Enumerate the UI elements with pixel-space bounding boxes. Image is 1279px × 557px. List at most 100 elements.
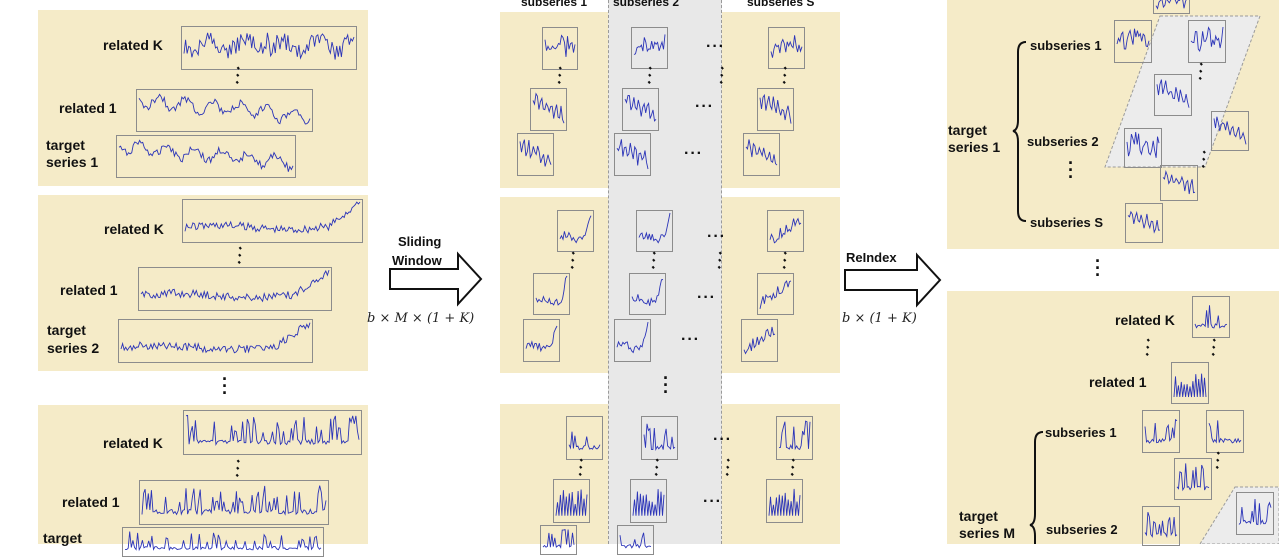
series-polyline: [138, 93, 311, 125]
series-polyline: [616, 139, 649, 170]
series-line: [1162, 169, 1196, 195]
series-line: [559, 215, 592, 244]
subseries-plot: [540, 525, 577, 555]
series-polyline: [1208, 420, 1242, 444]
series-line: [183, 32, 355, 60]
series-line: [619, 532, 652, 549]
subseries-plot: [517, 133, 554, 176]
subseries-plot: [523, 319, 560, 362]
series-polyline: [743, 326, 776, 355]
label-target: target: [43, 530, 82, 546]
label-subseries-2: subseries 2: [1027, 134, 1099, 149]
subseries-plot: [741, 319, 778, 362]
series-polyline: [632, 489, 665, 516]
series-line: [1144, 418, 1178, 444]
subseries-plot: [530, 88, 567, 131]
vertical-ellipsis: · · ·: [1068, 153, 1074, 187]
series-polyline: [1126, 132, 1160, 158]
label-subseries-2: subseries 2: [1046, 522, 1118, 537]
ellipsis: ···: [707, 228, 726, 245]
window-label: Window: [392, 253, 442, 268]
subseries-plot: [743, 133, 780, 176]
series-line: [759, 280, 792, 309]
subseries-plot: [1142, 410, 1180, 453]
series-polyline: [120, 322, 311, 354]
plot-target-series-m: [122, 527, 324, 557]
left-panel-series-m: [38, 405, 368, 544]
label-series-2: series 2: [47, 340, 100, 356]
series-line: [125, 531, 322, 552]
series-polyline: [525, 325, 558, 353]
series-line: [1127, 210, 1161, 234]
subseries-plot: [629, 273, 666, 315]
series-line: [768, 488, 801, 516]
sliding-window-arrow: [389, 251, 483, 307]
series-line: [1194, 305, 1228, 329]
series-line: [643, 423, 676, 452]
series-polyline: [624, 95, 657, 122]
series-polyline: [125, 531, 322, 552]
subseries-plot: [1124, 128, 1162, 168]
reindex-arrow: [844, 252, 942, 308]
subseries-plot: [766, 479, 803, 523]
subseries-2-band: [608, 0, 722, 544]
series-line: [118, 139, 294, 172]
subseries-plot: [617, 525, 654, 555]
series-polyline: [745, 139, 778, 166]
series-line: [519, 139, 552, 167]
series-polyline: [568, 431, 601, 451]
ellipsis: ···: [703, 493, 722, 510]
subseries-plot: [1236, 492, 1274, 535]
label-subseries-s: subseries S: [1030, 215, 1103, 230]
series-line: [185, 414, 360, 447]
series-line: [632, 489, 665, 516]
series-polyline: [770, 35, 803, 58]
series-polyline: [1162, 169, 1196, 195]
series-line: [568, 431, 601, 451]
brace-series-1: [1012, 41, 1027, 222]
subseries-plot: [614, 133, 651, 176]
series-line: [120, 322, 311, 354]
series-line: [1156, 79, 1190, 108]
series-line: [542, 529, 575, 549]
series-polyline: [631, 279, 664, 306]
series-polyline: [1194, 305, 1228, 329]
label-target: target: [46, 137, 85, 153]
subseries-plot: [776, 416, 813, 460]
series-polyline: [759, 280, 792, 309]
series-line: [770, 35, 803, 58]
subseries-plot: [1114, 20, 1152, 63]
series-line: [778, 420, 811, 451]
series-line: [140, 269, 330, 303]
right-panel-series-m: [947, 291, 1279, 544]
subseries-plot: [533, 273, 570, 315]
series-polyline: [1155, 0, 1187, 10]
series-polyline: [1176, 463, 1210, 492]
sliding-label: Sliding: [398, 234, 442, 249]
left-panel-series-1: [38, 10, 368, 186]
subseries-plot: [614, 319, 651, 362]
series-polyline: [1116, 28, 1150, 50]
series-line: [1176, 463, 1210, 492]
series-line: [138, 93, 311, 125]
subseries-plot: [757, 273, 794, 315]
label-target: target: [959, 508, 998, 524]
label-series-1: series 1: [948, 139, 1001, 155]
series-polyline: [1144, 511, 1178, 538]
ellipsis: ···: [697, 289, 716, 306]
subseries-plot: [641, 416, 678, 460]
subseries-plot: [1160, 165, 1198, 201]
series-line: [1173, 373, 1207, 398]
subseries-plot: [1206, 410, 1244, 453]
subseries-plot: [1188, 20, 1226, 63]
subseries-plot: [636, 210, 673, 252]
subseries-plot: [622, 88, 659, 131]
series-polyline: [185, 414, 360, 447]
series-polyline: [633, 34, 666, 55]
subseries-plot: [557, 210, 594, 252]
series-line: [624, 95, 657, 122]
plot-related-k: [1192, 296, 1230, 338]
plot-related-1: [138, 267, 332, 311]
series-line: [1190, 26, 1224, 53]
series-polyline: [559, 215, 592, 244]
